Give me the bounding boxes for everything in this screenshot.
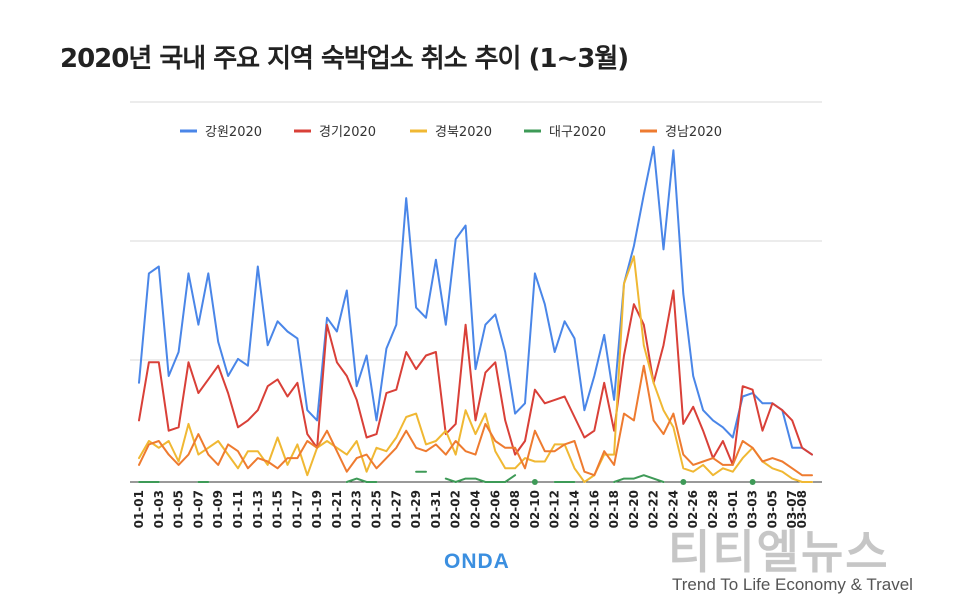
x-tick-label-23: 02-16 [587,490,601,528]
x-tick-label-5: 01-11 [231,490,245,528]
legend: 강원2020 경기2020 경북2020 대구2020 경남2020 [180,125,722,140]
x-tick-label-10: 01-21 [330,490,344,528]
x-tick-label-27: 02-24 [666,490,680,528]
series-lines [138,145,813,485]
x-tick-label-7: 01-15 [271,490,285,528]
x-tick-label-32: 03-05 [765,490,779,528]
x-tick-label-6: 01-13 [251,490,265,528]
x-tick-label-11: 01-23 [350,490,364,528]
x-tick-label-8: 01-17 [290,490,304,528]
legend-label-2: 경북2020 [435,125,492,140]
watermark-tagline: Trend To Life Economy & Travel [672,575,913,594]
x-tick-label-1: 01-03 [152,490,166,528]
x-tick-label-22: 02-14 [568,490,582,528]
series-line-4 [138,364,813,477]
x-tick-label-15: 01-31 [429,490,443,528]
x-tick-label-26: 02-22 [647,490,661,528]
x-tick-label-25: 02-20 [627,490,641,528]
x-tick-label-13: 01-27 [389,490,403,528]
watermark-logo: 티티엘뉴스 [668,525,890,579]
x-tick-label-19: 02-08 [508,490,522,528]
x-tick-label-29: 02-28 [706,490,720,528]
series-point-3-2 [749,479,756,485]
legend-label-4: 경남2020 [665,125,722,140]
x-tick-label-9: 01-19 [310,490,324,528]
series-point-3-1 [680,479,687,485]
series-line-1 [138,289,813,466]
x-tick-label-14: 01-29 [409,490,423,528]
x-tick-label-17: 02-04 [469,490,483,528]
x-tick-label-18: 02-06 [488,490,502,528]
legend-label-0: 강원2020 [205,125,262,140]
x-axis-tick-labels: 01-01 01-03 01-05 01-07 01-09 01-11 01-13 01-15… [132,490,809,528]
x-tick-label-33: 03-07 [785,490,799,528]
x-tick-label-3: 01-07 [191,490,205,528]
x-tick-label-20: 02-10 [528,490,542,528]
x-tick-label-21: 02-12 [548,490,562,528]
x-tick-label-0: 01-01 [132,490,146,528]
series-line-2 [138,255,813,483]
chart-title: 2020년 국내 주요 지역 숙박업소 취소 추이 (1~3월) [60,44,629,74]
series-line-0 [138,145,813,456]
x-tick-label-2: 01-05 [172,490,186,528]
x-tick-label-34: 03-08 [795,490,809,528]
legend-label-1: 경기2020 [319,125,376,140]
brand-logo: ONDA [444,550,510,573]
x-tick-label-24: 02-18 [607,490,621,528]
x-tick-label-16: 02-02 [449,490,463,528]
x-tick-label-12: 01-25 [370,490,384,528]
series-point-3-0 [531,479,538,485]
x-tick-label-30: 03-01 [726,490,740,528]
x-tick-label-31: 03-03 [746,490,760,528]
gridlines [130,101,822,483]
x-tick-label-4: 01-09 [211,490,225,528]
series-line-3 [138,470,665,483]
x-tick-label-28: 02-26 [686,490,700,528]
legend-label-3: 대구2020 [549,125,606,140]
